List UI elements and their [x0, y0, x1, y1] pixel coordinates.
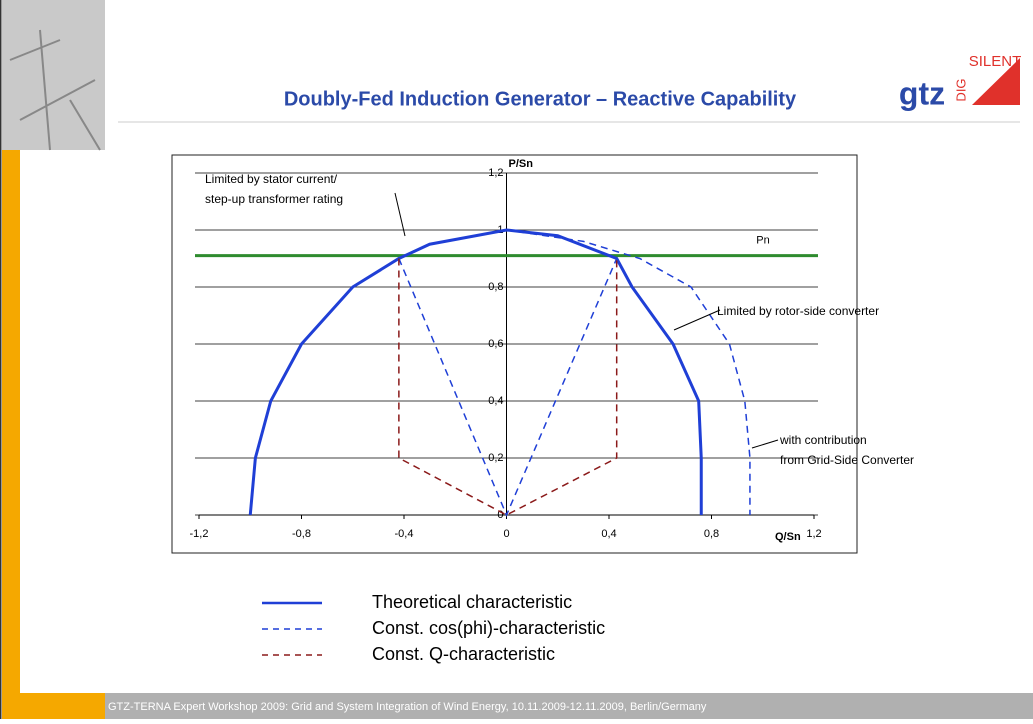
annotation: from Grid-Side Converter — [780, 453, 914, 467]
annotation-arrow — [751, 439, 779, 449]
x-tick-label: 0,8 — [704, 528, 719, 540]
series-line — [506, 229, 751, 515]
gtz-logo: gtz — [899, 75, 945, 111]
annotation-arrow — [673, 309, 721, 331]
slide-title: Doubly-Fed Induction Generator – Reactiv… — [284, 88, 797, 110]
logo-triangle — [972, 58, 1020, 105]
y-tick-label: 0,6 — [488, 338, 503, 350]
annotation: with contribution — [779, 433, 867, 447]
footer-bar — [2, 693, 1033, 719]
series-line — [398, 258, 618, 517]
left-strip — [2, 150, 20, 719]
plot: 00,20,40,60,811,2-1,2 -0,8 -0,4 0 0,4 0,8 1,2P… — [190, 158, 915, 664]
legend-label: Theoretical characteristic — [372, 592, 572, 612]
x-tick-label: -0,8 — [292, 528, 311, 540]
chart-frame — [171, 154, 858, 554]
annotation: Limited by stator current/ — [205, 172, 338, 186]
footer-accent — [2, 693, 105, 719]
legend-label: Const. cos(phi)-characteristic — [372, 618, 605, 638]
x-tick-label: 0 — [503, 528, 509, 540]
logo-top: SILENT — [969, 53, 1022, 70]
y-tick-label: 0,8 — [488, 281, 503, 293]
photo-lines — [9, 29, 101, 151]
annotation: step-up transformer rating — [205, 192, 343, 206]
y-tick-label: 0,2 — [488, 452, 503, 464]
y-tick-label: 0,4 — [488, 395, 503, 407]
annotation-arrow — [394, 192, 406, 237]
reference-label: Pn — [756, 235, 769, 247]
annotation: Limited by rotor-side converter — [717, 304, 879, 318]
x-axis-label: Q/Sn — [775, 531, 801, 543]
footer-text: GTZ-TERNA Expert Workshop 2009: Grid and… — [108, 701, 707, 713]
left-border — [0, 0, 2, 719]
x-tick-label: 0,4 — [601, 528, 616, 540]
x-tick-label: -1,2 — [190, 528, 209, 540]
series-line — [398, 258, 618, 516]
logo-side: DIG — [953, 78, 968, 101]
x-tick-label: -0,4 — [395, 528, 414, 540]
x-tick-label: 1,2 — [806, 528, 821, 540]
header-photo — [2, 0, 105, 150]
y-tick-label: 1,2 — [488, 167, 503, 179]
y-axis-label: P/Sn — [509, 158, 534, 170]
legend-label: Const. Q-characteristic — [372, 644, 555, 664]
